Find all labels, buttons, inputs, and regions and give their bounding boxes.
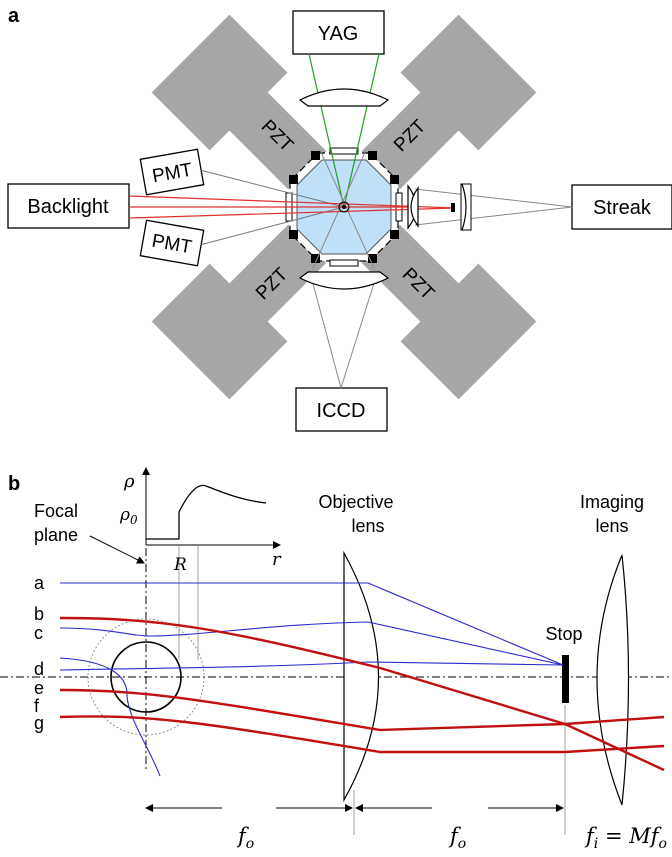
blue-rays (59, 582, 564, 777)
panel-a-label: a (8, 5, 20, 27)
ray-labels: a b c d e f g (34, 573, 45, 733)
ray-label-a: a (34, 573, 45, 593)
stop-label: Stop (545, 624, 582, 644)
ray-label-e: e (34, 678, 44, 698)
r-axis-label: r (272, 549, 282, 570)
pzt-arm-bottom-right (361, 224, 537, 400)
objective-label-1: Objective (318, 492, 393, 512)
dim-fo-1: fo (236, 824, 254, 852)
streak-box (571, 184, 672, 230)
pzt-arm-top-right (361, 14, 537, 190)
objective-label-2: lens (351, 516, 384, 536)
dim-fo-2: fo (448, 824, 466, 852)
imaging-lens (596, 554, 630, 806)
rho-axis-label: ρ (123, 471, 135, 492)
imaging-label-1: Imaging (580, 492, 644, 512)
dimension-lines: fo fo fi = Mfo (145, 804, 667, 852)
yag-label: YAG (318, 23, 359, 45)
panel-b-label: b (8, 473, 20, 495)
dim-fi: fi = Mfo (584, 824, 667, 852)
instrument-boxes: YAG Backlight Streak ICCD (7, 10, 672, 432)
beams (128, 53, 573, 389)
streak-label: Streak (593, 197, 652, 219)
bubble (110, 641, 182, 713)
pzt-arm-bottom-left (151, 224, 327, 400)
objective-lens (343, 550, 379, 803)
ray-label-g: g (34, 713, 44, 733)
ray-label-c: c (34, 623, 43, 643)
rho0-label: ρ0 (119, 505, 138, 527)
bubble-outer (87, 618, 205, 736)
pmt-bottom: PMT (139, 219, 205, 267)
backlight-label: Backlight (27, 196, 109, 218)
density-inset: ρ ρ0 r R (119, 467, 282, 660)
backlight-box (7, 183, 130, 229)
pzt-arms (151, 14, 537, 400)
focal-plane-label-2: plane (34, 525, 78, 545)
focal-plane-label-1: Focal (34, 501, 78, 521)
stop (562, 655, 569, 703)
yag-box (292, 10, 385, 55)
pmt-top: PMT (139, 148, 205, 196)
cell-clamps (289, 151, 399, 263)
iccd-box (295, 387, 388, 432)
ray-label-d: d (34, 659, 44, 679)
pzt-arm-top-left (151, 14, 327, 190)
imaging-label-2: lens (595, 516, 628, 536)
panel-a-lenses (298, 88, 472, 290)
iccd-label: ICCD (317, 400, 366, 422)
ray-label-f: f (34, 696, 40, 716)
radius-label: R (173, 555, 187, 575)
focal-plane: Focal plane (34, 501, 147, 770)
red-rays (59, 616, 665, 772)
ray-label-b: b (34, 604, 44, 624)
